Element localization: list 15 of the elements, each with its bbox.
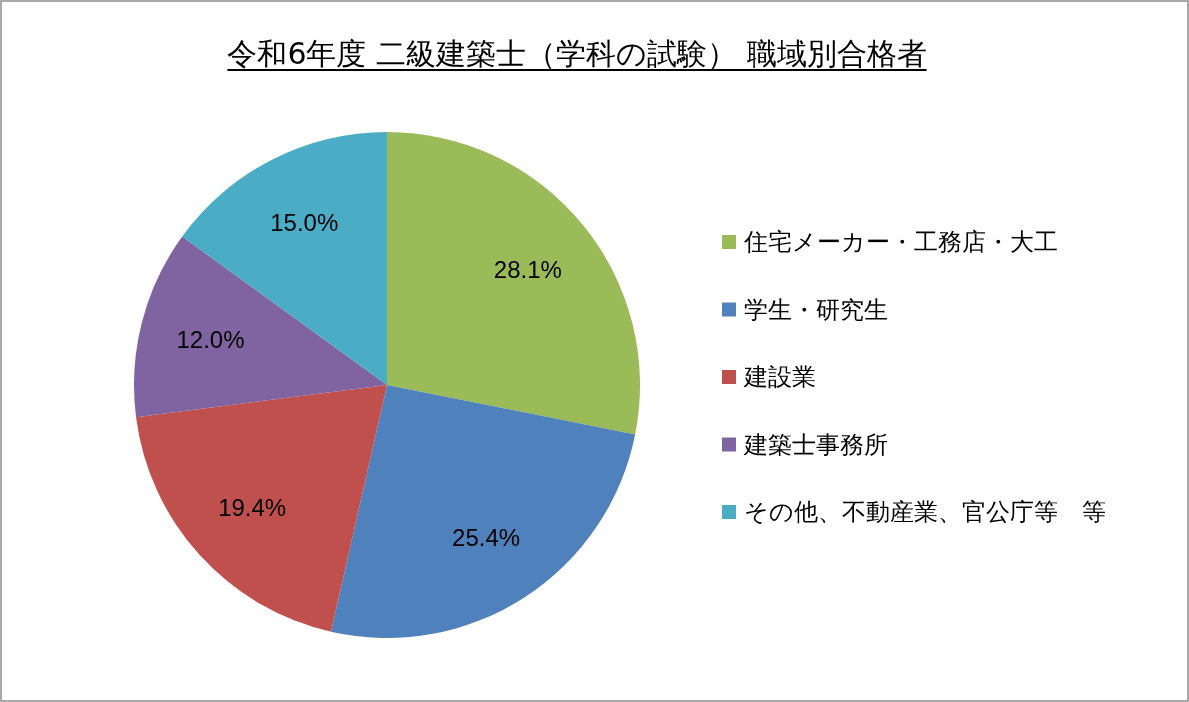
- data-label: 25.4%: [452, 524, 521, 552]
- legend-label: 学生・研究生: [744, 295, 888, 324]
- pie-slice: [136, 385, 387, 632]
- data-label: 19.4%: [218, 493, 287, 521]
- pie-slice: [330, 385, 636, 638]
- pie-slice: [387, 132, 640, 435]
- legend-label: その他、不動産業、官公庁等 等: [744, 498, 1106, 526]
- data-label: 15.0%: [270, 209, 339, 237]
- chart-title: 令和6年度 二級建築士（学科の試験） 職域別合格者: [227, 36, 927, 71]
- data-label: 28.1%: [493, 255, 562, 283]
- data-label: 12.0%: [176, 326, 245, 354]
- legend-label: 建設業: [743, 363, 816, 391]
- legend-label: 住宅メーカー・工務店・大工: [743, 228, 1058, 256]
- pie-slice: [134, 236, 387, 418]
- legend-label: 建築士事務所: [743, 430, 888, 459]
